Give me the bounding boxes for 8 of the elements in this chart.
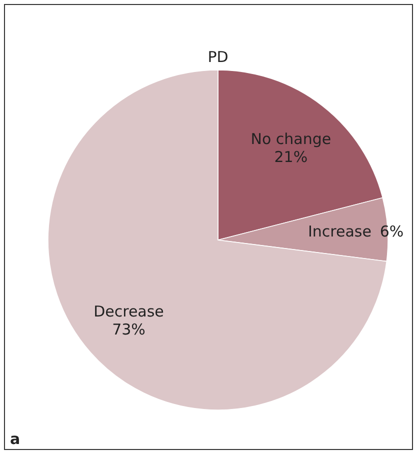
data-label: 6% — [380, 222, 404, 240]
slice-label: No change — [250, 130, 332, 148]
data-label: 21% — [274, 148, 308, 166]
chart-title: PD — [208, 48, 228, 66]
slice-label: Increase — [308, 222, 372, 240]
text: a — [10, 430, 20, 448]
slice-label: Decrease — [94, 302, 164, 321]
data-label: 73% — [112, 320, 146, 339]
